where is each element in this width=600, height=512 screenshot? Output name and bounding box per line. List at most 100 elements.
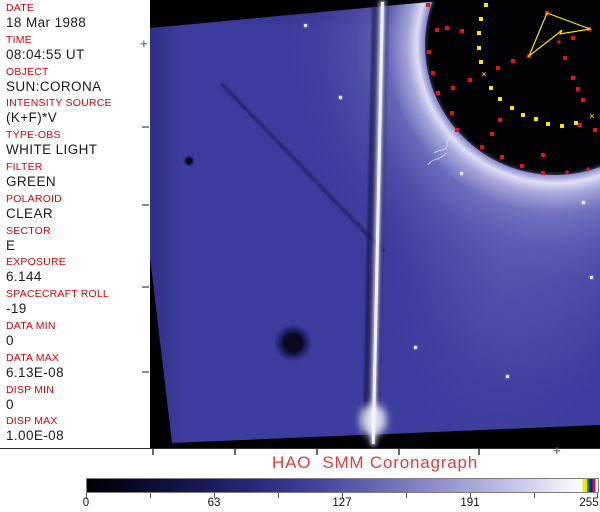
fiducial-dot-red [450, 111, 454, 115]
bottom-axis-tick [234, 449, 236, 455]
metadata-field: FILTER GREEN [0, 161, 148, 193]
field-label: SECTOR [6, 224, 51, 237]
fiducial-plus-red: + [556, 37, 562, 48]
fiducial-dot-red [581, 98, 585, 102]
field-value: SUN:CORONA [6, 78, 102, 94]
field-value: (K+F)*V [6, 110, 58, 126]
fiducial-dot-red [593, 128, 597, 132]
field-label: TYPE-OBS [6, 129, 61, 142]
marker-polygon [527, 12, 593, 58]
fiducial-dot-yellow [477, 46, 481, 50]
fiducial-dot-red [435, 28, 439, 32]
star-speck [338, 95, 342, 99]
sidebar-fields: DATE 18 Mar 1988 TIME 08:04:55 UT OBJECT SUN:… [0, 0, 148, 447]
fiducial-dot-yellow [479, 60, 483, 64]
fiducial-dot-red [426, 3, 430, 7]
fiducial-dot-red [496, 66, 500, 70]
bottom-axis-tick [398, 449, 400, 455]
field-label: DISP MIN [6, 383, 55, 396]
star-speck [505, 374, 509, 378]
star-speck [303, 23, 307, 27]
fiducial-dot-yellow [477, 31, 481, 35]
left-axis-plus-mark: + [140, 36, 148, 51]
fiducial-dot-yellow [521, 113, 525, 117]
colorbar-tick [278, 493, 279, 498]
colorbar-tick [150, 493, 151, 498]
fiducial-dot-red [468, 78, 472, 82]
colorbar-tick [214, 493, 215, 498]
fiducial-dot-red [511, 59, 515, 63]
fiducial-dot-red [571, 76, 575, 80]
colorbar-tick [406, 493, 407, 498]
metadata-field: TIME 08:04:55 UT [0, 34, 148, 66]
star-speck [581, 200, 585, 204]
field-label: DATA MAX [6, 351, 60, 364]
colorbar-label: 127 [332, 497, 352, 509]
colorbar-label: 255 [579, 497, 599, 509]
bottom-axis-plus-mark: + [553, 443, 561, 458]
image-bottom-border [0, 448, 600, 449]
field-value: GREEN [6, 173, 57, 189]
field-label: INTENSITY SOURCE [6, 97, 112, 110]
coronagraph-image-area: + + + × × [150, 0, 600, 449]
fiducial-plus-red: + [585, 164, 591, 175]
field-value: CLEAR [6, 205, 54, 221]
colorbar-tick [597, 493, 598, 498]
colorbar-label: 63 [207, 497, 221, 509]
star-speck [413, 345, 417, 349]
metadata-field: OBJECT SUN:CORONA [0, 66, 148, 98]
fiducial-dot-yellow [498, 97, 502, 101]
colorbar-tick [470, 493, 471, 498]
field-value: 18 Mar 1988 [6, 15, 87, 30]
colorbar-tick [86, 493, 87, 498]
left-axis-tick [142, 204, 149, 206]
left-axis-tick [142, 371, 149, 373]
field-label: EXPOSURE [6, 256, 66, 269]
left-axis-tick [142, 126, 149, 128]
metadata-field: DISP MIN 0 [0, 384, 148, 416]
bottom-axis-tick [152, 449, 154, 455]
fiducial-dot-yellow [484, 3, 488, 7]
bottom-axis-tick [478, 449, 480, 455]
field-value: 6.13E-08 [6, 364, 64, 380]
fiducial-dot-yellow [534, 117, 538, 121]
fiducial-dot-red [520, 164, 524, 168]
fiducial-dot-red [460, 29, 464, 33]
filament-squiggle [427, 129, 454, 166]
field-value: E [6, 237, 16, 253]
metadata-field: SPACECRAFT ROLL -19 [0, 288, 148, 320]
fiducial-dot-red [490, 132, 494, 136]
fiducial-plus-red: + [564, 167, 570, 178]
star-speck [589, 275, 593, 279]
field-label: DATA MIN [6, 319, 56, 332]
fiducial-dot-red [480, 145, 484, 149]
fiducial-dot-yellow [560, 124, 564, 128]
fiducial-dot-red [431, 71, 435, 75]
colorbar-label: 191 [460, 497, 480, 509]
metadata-field: INTENSITY SOURCE (K+F)*V [0, 97, 148, 129]
fiducial-dot-yellow [489, 86, 493, 90]
field-label: DISP MAX [6, 415, 58, 428]
image-caption: HAO SMM Coronagraph [272, 453, 478, 472]
field-value: WHITE LIGHT [6, 142, 98, 158]
fiducial-dot-red [427, 50, 431, 54]
field-value: 6.144 [6, 269, 42, 285]
left-axis-tick [142, 286, 149, 288]
fiducial-dot-red [563, 56, 567, 60]
fiducial-dot-red [541, 153, 545, 157]
field-value: 1.00E-08 [6, 428, 64, 444]
field-value: -19 [6, 301, 27, 317]
fiducial-dot-red [500, 155, 504, 159]
fiducial-dot-red [498, 118, 502, 122]
bottom-axis-tick [316, 449, 318, 455]
fiducial-dot-red [578, 123, 582, 127]
fiducial-dot-red [436, 91, 440, 95]
metadata-field: EXPOSURE 6.144 [0, 256, 148, 288]
field-value: 0 [6, 396, 14, 412]
metadata-field: TYPE-OBS WHITE LIGHT [0, 129, 148, 161]
fiducial-dot-red [445, 26, 449, 30]
metadata-field: SECTOR E [0, 225, 148, 257]
fiducial-dot-red [571, 36, 575, 40]
fiducial-dot-yellow [574, 121, 578, 125]
fiducial-dot-red [451, 86, 455, 90]
